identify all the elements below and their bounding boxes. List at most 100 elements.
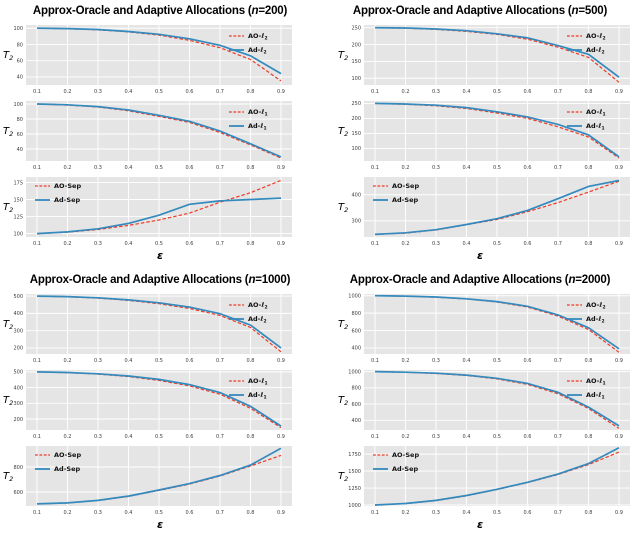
series-line-Ad-l1	[374, 370, 620, 427]
svg-text:0.4: 0.4	[125, 510, 133, 516]
svg-text:0.9: 0.9	[615, 89, 623, 95]
svg-text:0.5: 0.5	[155, 434, 163, 440]
x-axis-label-epsilon: ε	[156, 249, 164, 262]
svg-text:0.7: 0.7	[554, 434, 562, 440]
svg-text:0.5: 0.5	[155, 510, 163, 516]
legend: AO-Sep Ad-Sep	[35, 182, 81, 204]
svg-text:0.4: 0.4	[125, 165, 133, 171]
y-axis-label: T2	[338, 50, 348, 62]
chart-title-prefix: Approx-Oracle and Adaptive Allocations (	[352, 5, 572, 17]
svg-text:0.4: 0.4	[463, 89, 471, 95]
y-tick-labels: 100 150 200 250	[351, 25, 361, 82]
svg-text:125: 125	[13, 214, 23, 220]
svg-text:0.6: 0.6	[186, 510, 194, 516]
chart-title-n-symbol: n	[568, 274, 576, 286]
chart-title-prefix: Approx-Oracle and Adaptive Allocations (	[349, 274, 569, 286]
svg-text:0.3: 0.3	[432, 510, 440, 516]
svg-text:400: 400	[351, 346, 361, 352]
x-tick-labels: 0.1 0.2 0.3 0.4 0.5 0.6 0.7 0.8 0.9	[371, 89, 623, 95]
svg-text:0.1: 0.1	[371, 89, 379, 95]
svg-text:0.7: 0.7	[216, 434, 224, 440]
y-tick-labels: 600 800	[13, 465, 23, 496]
svg-text:0.1: 0.1	[371, 165, 379, 171]
quadrant-n1000: Approx-Oracle and Adaptive Allocations (…	[0, 269, 320, 539]
svg-text:0.8: 0.8	[247, 510, 255, 516]
svg-text:80: 80	[17, 42, 23, 48]
y-tick-labels: 200 300 400 500	[13, 294, 23, 352]
svg-text:0.5: 0.5	[155, 165, 163, 171]
y-tick-labels: 40 60 80 100	[13, 26, 23, 81]
svg-text:0.4: 0.4	[125, 358, 133, 364]
svg-text:0.5: 0.5	[493, 434, 501, 440]
svg-text:1000: 1000	[348, 503, 361, 509]
legend-label-Ad-l1: Ad-ℓ1	[248, 391, 267, 401]
series-line-Ad-l2	[36, 27, 282, 75]
svg-text:0.3: 0.3	[94, 358, 102, 364]
y-axis-label: T2	[3, 126, 13, 138]
svg-text:0.9: 0.9	[277, 358, 285, 364]
svg-text:0.8: 0.8	[247, 241, 255, 247]
chart-title-n2000: Approx-Oracle and Adaptive Allocations (…	[320, 274, 640, 291]
chart-title-n1000: Approx-Oracle and Adaptive Allocations (…	[0, 274, 320, 291]
svg-text:0.3: 0.3	[432, 358, 440, 364]
y-tick-labels: 200 300 400 500	[13, 370, 23, 423]
chart-n2000-l1: 0.1 0.2 0.3 0.4 0.5 0.6 0.7 0.8 0.9 400 600 800 1000…	[338, 369, 630, 440]
legend-label-Ad-l2: Ad-ℓ2	[248, 46, 267, 56]
svg-text:0.1: 0.1	[33, 241, 41, 247]
y-axis-label: T2	[338, 319, 348, 331]
legend-label-AO-l1: AO-ℓ1	[248, 108, 268, 118]
svg-text:0.6: 0.6	[524, 89, 532, 95]
svg-text:0.1: 0.1	[33, 89, 41, 95]
svg-text:0.5: 0.5	[155, 241, 163, 247]
legend-label-AO-l1: AO-ℓ1	[248, 377, 268, 387]
svg-text:0.9: 0.9	[615, 241, 623, 247]
y-tick-labels: 400 600 800 1000	[348, 369, 361, 424]
svg-text:0.5: 0.5	[493, 241, 501, 247]
quadrant-n500: Approx-Oracle and Adaptive Allocations (…	[320, 0, 640, 269]
svg-text:0.3: 0.3	[432, 89, 440, 95]
svg-text:100: 100	[13, 231, 23, 237]
svg-text:0.2: 0.2	[64, 165, 72, 171]
series-lines	[36, 27, 282, 82]
gridlines	[364, 294, 630, 354]
chart-title-prefix: Approx-Oracle and Adaptive Allocations (	[32, 5, 252, 17]
svg-text:0.7: 0.7	[216, 89, 224, 95]
legend-label-AO-Sep: AO-Sep	[54, 182, 81, 190]
svg-text:0.5: 0.5	[493, 89, 501, 95]
legend-label-AO-l1: AO-ℓ1	[586, 108, 606, 118]
series-line-Ad-Sep	[374, 179, 620, 236]
svg-text:200: 200	[351, 42, 361, 48]
svg-text:0.7: 0.7	[554, 241, 562, 247]
chart-title-n-symbol: n	[571, 5, 579, 17]
y-axis-label: T2	[3, 319, 13, 331]
svg-text:100: 100	[351, 146, 361, 152]
svg-text:0.8: 0.8	[585, 434, 593, 440]
legend-label-AO-Sep: AO-Sep	[392, 451, 419, 459]
series-lines	[36, 371, 282, 429]
series-line-Ad-l2	[374, 294, 620, 350]
legend-label-Ad-l2: Ad-ℓ2	[586, 315, 605, 325]
y-axis-label: T2	[338, 202, 348, 214]
svg-text:0.2: 0.2	[402, 510, 410, 516]
svg-text:60: 60	[17, 58, 23, 64]
svg-text:0.7: 0.7	[554, 165, 562, 171]
legend-label-AO-Sep: AO-Sep	[392, 182, 419, 190]
svg-text:400: 400	[351, 418, 361, 424]
chart-n200-l1: 0.1 0.2 0.3 0.4 0.5 0.6 0.7 0.8 0.9 40 60 80 100 T2 AO…	[3, 101, 292, 171]
series-line-Ad-Sep	[36, 447, 282, 505]
svg-text:400: 400	[13, 311, 23, 317]
svg-text:0.2: 0.2	[64, 510, 72, 516]
svg-text:0.1: 0.1	[371, 358, 379, 364]
svg-text:0.4: 0.4	[125, 241, 133, 247]
svg-text:0.9: 0.9	[277, 89, 285, 95]
y-axis-label: T2	[338, 126, 348, 138]
svg-text:800: 800	[351, 386, 361, 392]
svg-text:0.1: 0.1	[33, 358, 41, 364]
legend-label-Ad-Sep: Ad-Sep	[392, 465, 418, 473]
svg-text:0.6: 0.6	[186, 358, 194, 364]
svg-text:0.8: 0.8	[585, 165, 593, 171]
legend: AO-ℓ2 Ad-ℓ2	[229, 32, 268, 56]
svg-text:1750: 1750	[348, 452, 361, 458]
